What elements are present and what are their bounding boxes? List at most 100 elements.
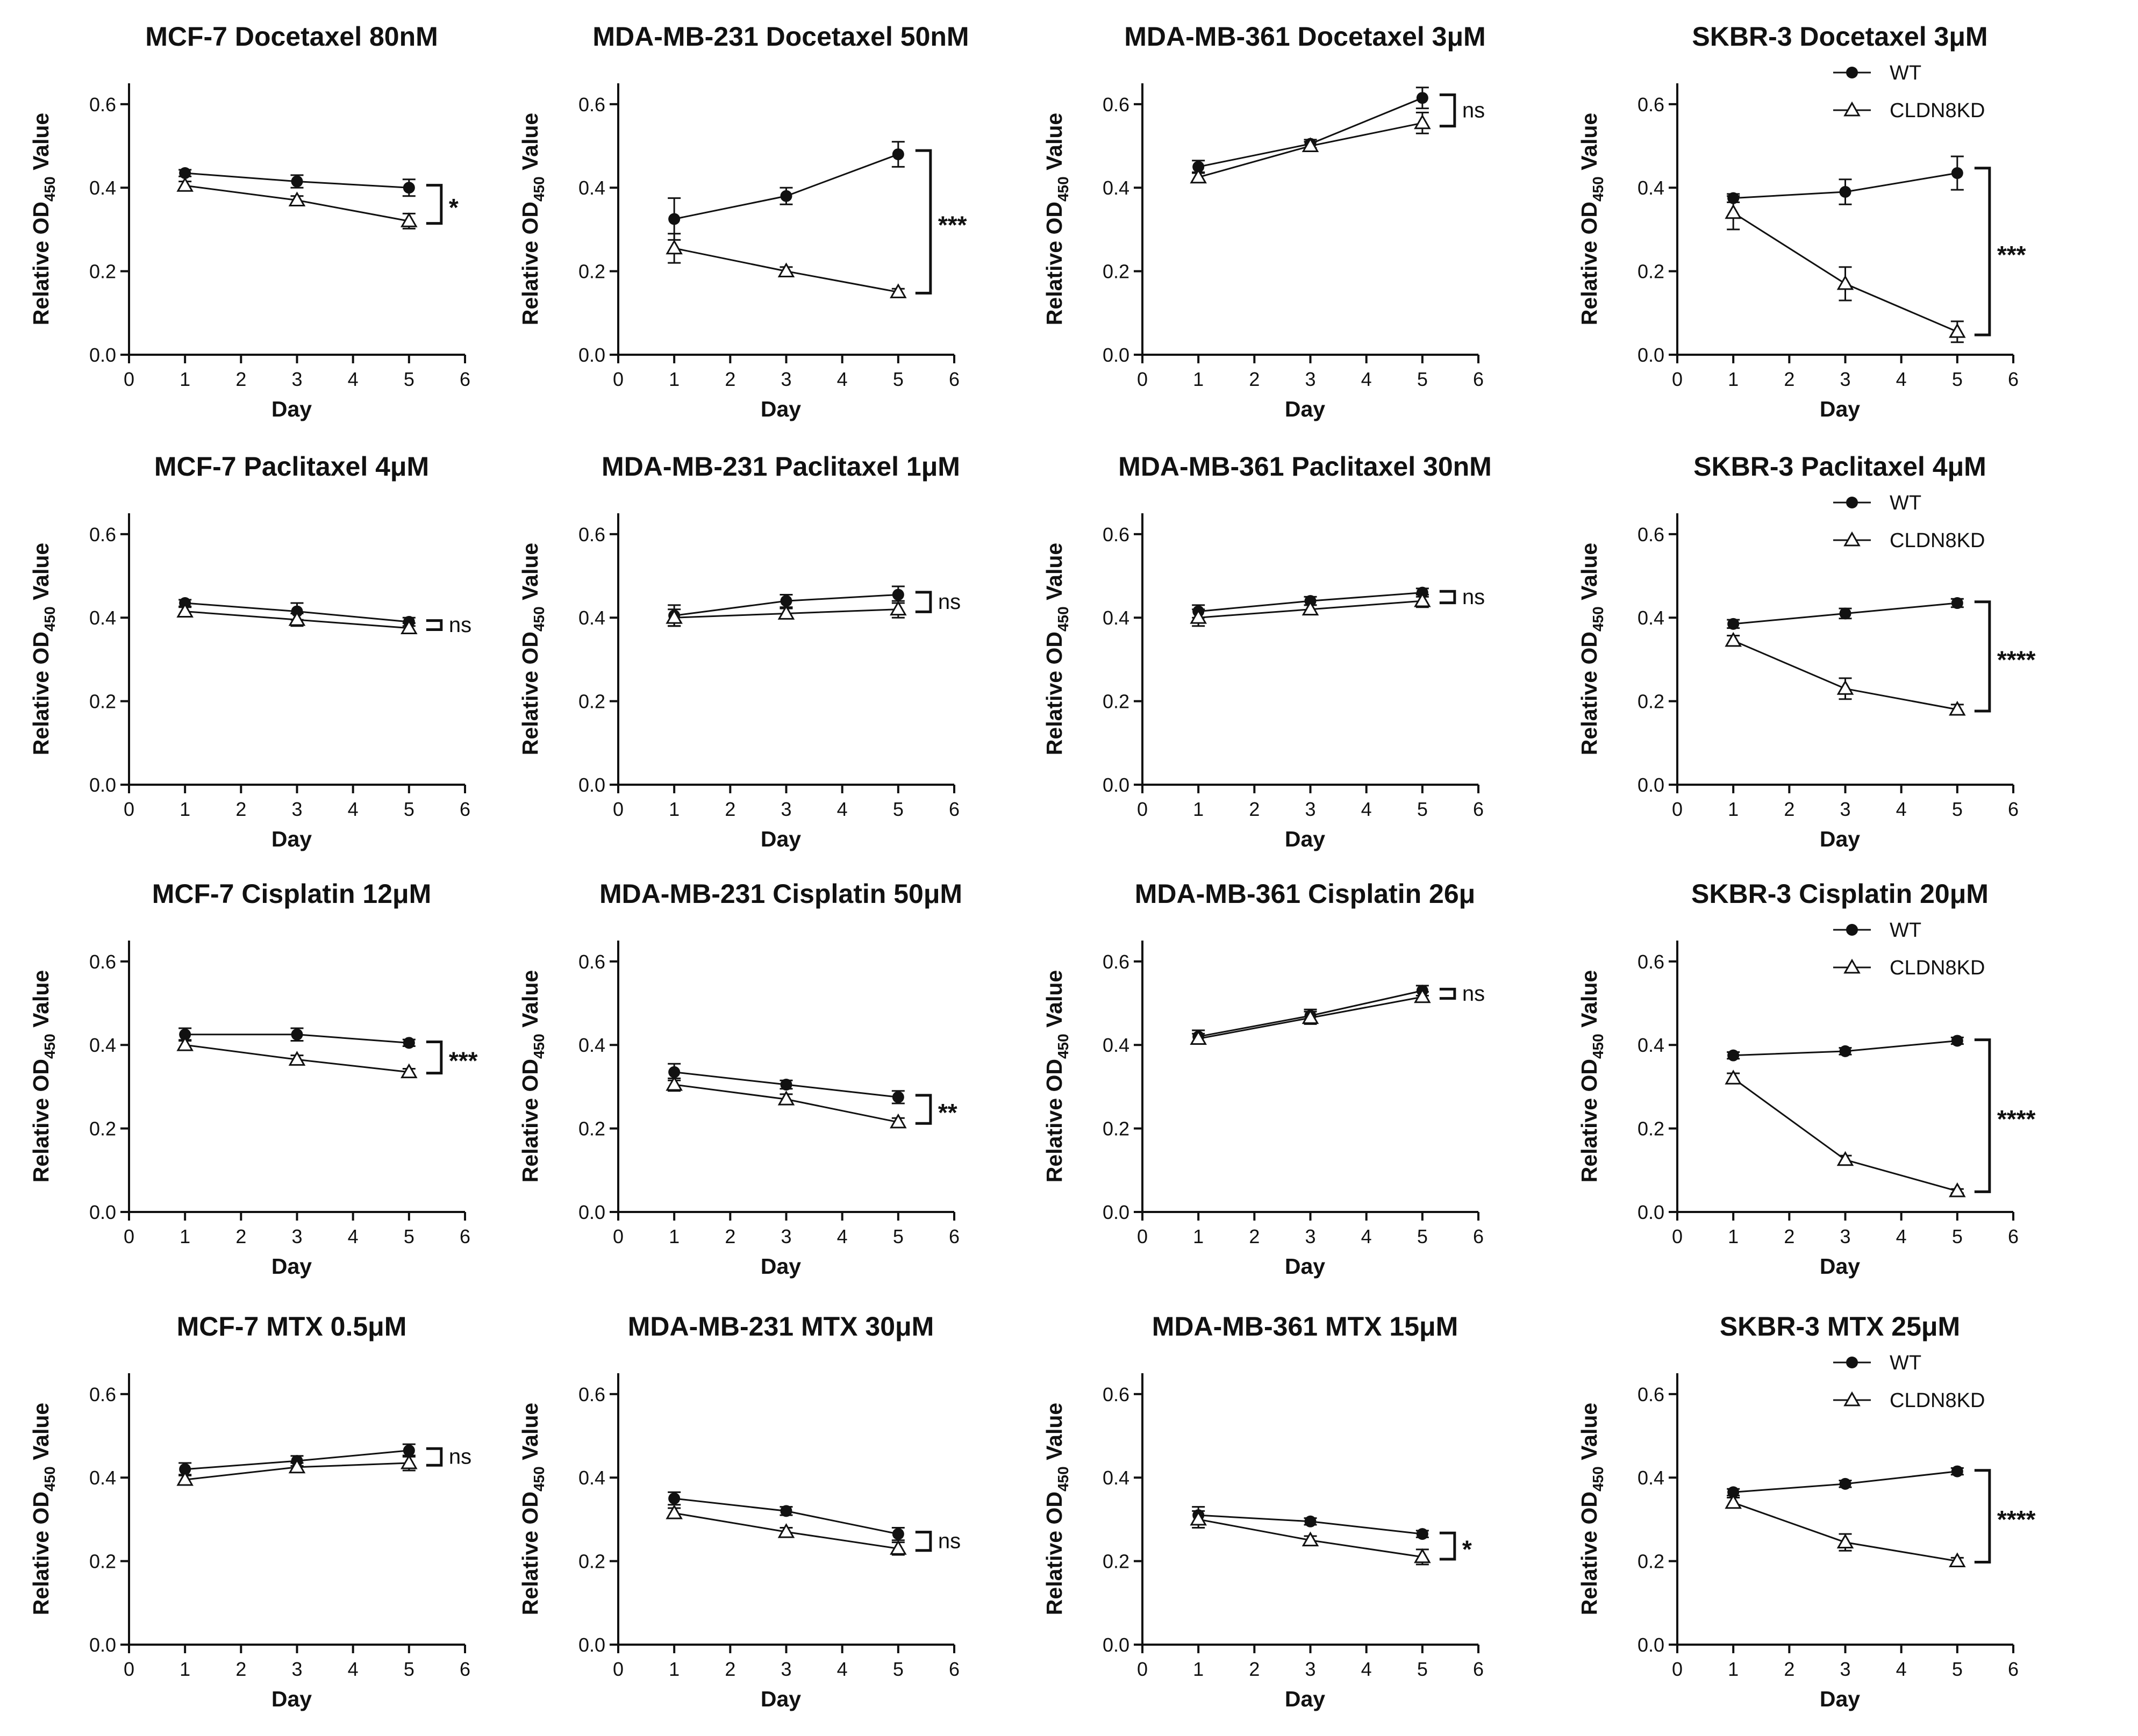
significance-bracket (915, 591, 932, 613)
wt-data-point (1727, 1049, 1740, 1061)
x-tick-label: 6 (1473, 1658, 1484, 1680)
x-tick-label: 6 (949, 1225, 960, 1247)
panel-5: MCF-7 Paclitaxel 4μM 0.0 0.2 0.4 0.6 0 1 2 3 4 5 6 D… (28, 451, 471, 851)
y-tick-label: 0.4 (89, 1467, 116, 1489)
panel-title: MDA-MB-231 MTX 30μM (628, 1311, 934, 1342)
x-tick-label: 5 (1417, 798, 1428, 820)
legend-wt-label: WT (1890, 492, 1921, 514)
y-axis-label-sub: 450 (1590, 176, 1606, 202)
y-axis-label: Relative OD450 Value (1577, 113, 1606, 325)
kd-data-point (1949, 1552, 1966, 1568)
kd-series-line (1733, 1078, 1958, 1192)
panel-1: MCF-7 Docetaxel 80nM 0.0 0.2 0.4 0.6 0 1 2 3 4 5 6 D… (28, 21, 470, 421)
x-axis-label: Day (1285, 827, 1325, 851)
y-tick-label: 0.4 (1638, 177, 1664, 199)
y-tick-label: 0.6 (1638, 94, 1664, 116)
x-tick-label: 6 (1473, 368, 1484, 390)
x-tick-label: 0 (613, 1658, 624, 1680)
wt-data-point (780, 1505, 792, 1517)
y-tick-label: 0.0 (578, 1634, 605, 1656)
y-axis-label: Relative OD450 Value (28, 970, 58, 1182)
x-tick-label: 2 (235, 1658, 246, 1680)
kd-data-point (288, 1458, 306, 1474)
y-axis-label-main: Relative OD (1042, 202, 1067, 325)
wt-series-line (674, 153, 899, 220)
kd-data-point (176, 177, 194, 192)
kd-data-point (1949, 700, 1966, 716)
kd-data-point (1836, 1533, 1854, 1549)
legend-wt-marker (1846, 924, 1858, 936)
y-axis-label-tail: Value (518, 970, 542, 1034)
x-tick-label: 0 (1137, 368, 1148, 390)
x-tick-label: 5 (1417, 1225, 1428, 1247)
x-tick-label: 3 (781, 798, 791, 820)
legend-kd-marker (1843, 1391, 1861, 1407)
significance-bracket (1974, 1469, 1991, 1563)
y-axis-label-sub: 450 (1590, 606, 1606, 632)
y-tick-label: 0.0 (578, 774, 605, 796)
y-tick-label: 0.2 (578, 261, 605, 283)
kd-data-point (176, 1470, 194, 1486)
significance-label: *** (449, 1047, 478, 1075)
significance-label: **** (1997, 645, 2036, 673)
y-axis-label-sub: 450 (1590, 1466, 1606, 1491)
significance-label: **** (1997, 1105, 2036, 1133)
wt-data-point (1839, 607, 1851, 620)
kd-data-point (288, 191, 306, 206)
panel-title: SKBR-3 Cisplatin 20μM (1691, 879, 1989, 909)
panel-title: MDA-MB-361 Docetaxel 3μM (1124, 21, 1485, 52)
panel-14: MDA-MB-231 MTX 30μM 0.0 0.2 0.4 0.6 0 1 2 3 4 5 6 Da… (518, 1311, 961, 1711)
x-axis-label: Day (1820, 827, 1860, 851)
legend-wt-marker (1846, 1357, 1858, 1368)
kd-data-point (176, 602, 194, 618)
x-tick-label: 6 (460, 1225, 470, 1247)
panel-13: MCF-7 MTX 0.5μM 0.0 0.2 0.4 0.6 0 1 2 3 4 5 6 Day Rel… (28, 1311, 471, 1711)
y-tick-label: 0.6 (1103, 523, 1129, 546)
wt-data-point (403, 1444, 415, 1457)
y-axis-label-tail: Value (28, 970, 53, 1034)
x-tick-label: 5 (404, 1658, 414, 1680)
y-tick-label: 0.2 (89, 1118, 116, 1140)
y-axis-label: Relative OD450 Value (518, 543, 547, 755)
x-tick-label: 2 (725, 1225, 735, 1247)
y-tick-label: 0.6 (1103, 1383, 1129, 1405)
significance-bracket (426, 1447, 443, 1467)
y-tick-label: 0.6 (89, 94, 116, 116)
x-tick-label: 3 (781, 368, 791, 390)
x-tick-label: 2 (1784, 1658, 1794, 1680)
y-axis-label: Relative OD450 Value (1577, 543, 1606, 755)
y-tick-label: 0.4 (89, 177, 116, 199)
x-tick-label: 5 (1952, 798, 1963, 820)
y-tick-label: 0.6 (1103, 951, 1129, 973)
kd-data-point (890, 600, 907, 616)
significance-label: ns (938, 590, 961, 614)
y-axis-label: Relative OD450 Value (28, 1403, 58, 1615)
x-tick-label: 3 (291, 1658, 302, 1680)
x-axis-label: Day (1820, 397, 1860, 421)
y-axis-label-main: Relative OD (28, 1059, 53, 1182)
kd-data-point (1949, 323, 1966, 338)
panel-title: MCF-7 MTX 0.5μM (177, 1311, 407, 1342)
wt-data-point (892, 1091, 904, 1103)
kd-data-point (1725, 204, 1742, 219)
wt-data-point (1951, 1035, 1963, 1047)
x-tick-label: 5 (893, 1225, 904, 1247)
x-axis-label: Day (761, 1254, 801, 1279)
y-tick-label: 0.6 (578, 523, 605, 546)
significance-label: * (1462, 1536, 1472, 1563)
kd-data-point (1414, 592, 1431, 607)
legend-kd-label: CLDN8KD (1890, 529, 1985, 552)
kd-data-point (890, 1540, 907, 1555)
panel-title: SKBR-3 Paclitaxel 4μM (1693, 451, 1986, 482)
x-tick-label: 2 (235, 1225, 246, 1247)
x-tick-label: 3 (291, 1225, 302, 1247)
legend-kd-label: CLDN8KD (1890, 1389, 1985, 1412)
x-tick-label: 5 (1417, 1658, 1428, 1680)
x-tick-label: 5 (1952, 1225, 1963, 1247)
y-tick-label: 0.2 (1638, 1551, 1664, 1573)
y-axis-label-tail: Value (28, 1403, 53, 1467)
significance-bracket (426, 1040, 443, 1075)
wt-data-point (403, 182, 415, 194)
y-axis-label-sub: 450 (41, 176, 58, 202)
panel-15: MDA-MB-361 MTX 15μM 0.0 0.2 0.4 0.6 0 1 2 3 4 5 6 Da… (1042, 1311, 1484, 1711)
